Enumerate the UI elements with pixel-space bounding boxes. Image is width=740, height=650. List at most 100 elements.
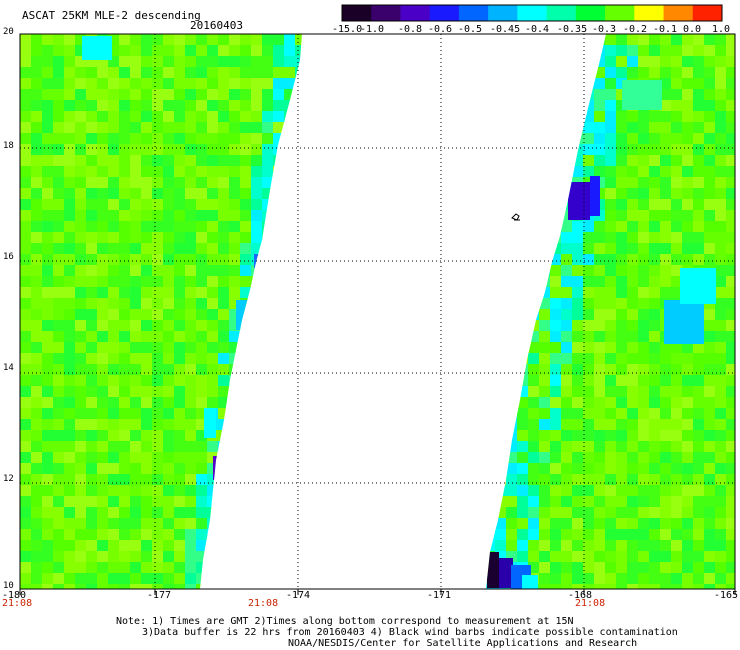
swath-cell [240, 287, 252, 299]
swath-cell [605, 573, 617, 585]
swath-cell [572, 573, 584, 585]
swath-cell [605, 34, 617, 46]
swath-cell [262, 540, 274, 552]
swath-cell [64, 584, 76, 589]
swath-cell [31, 386, 43, 398]
swath-cell [152, 287, 164, 299]
swath-cell [726, 430, 735, 442]
swath-cell [207, 540, 219, 552]
swath-cell [616, 463, 628, 475]
swath-cell [561, 463, 573, 475]
swath-cell [163, 276, 175, 288]
swath-cell [53, 375, 65, 387]
swath-cell [649, 364, 661, 376]
swath-cell [295, 364, 302, 376]
swath-cell [141, 562, 153, 574]
swath-cell [539, 529, 551, 541]
swath-cell [229, 518, 241, 530]
swath-cell [86, 507, 98, 519]
wind-barb-icon [511, 213, 520, 221]
swath-cell [704, 177, 716, 189]
swath-cell [163, 265, 175, 277]
swath-cell [163, 474, 175, 486]
swath-cell [594, 287, 606, 299]
swath-cell [174, 287, 186, 299]
swath-cell [174, 232, 186, 244]
swath-cell [119, 342, 131, 354]
swath-cell [605, 232, 617, 244]
swath-cell [649, 298, 661, 310]
swath-cell [218, 441, 230, 453]
swath-cell [583, 331, 595, 343]
swath-cell [638, 243, 650, 255]
swath-cell [262, 507, 274, 519]
swath-cell [649, 419, 661, 431]
swath-cell [671, 287, 683, 299]
swath-cell [715, 188, 727, 200]
swath-cell [583, 507, 595, 519]
swath-cell [528, 551, 540, 563]
swath-cell [572, 342, 584, 354]
swath-patch [522, 575, 538, 589]
swath-cell [251, 419, 263, 431]
swath-cell [152, 364, 164, 376]
swath-cell [53, 287, 65, 299]
swath-cell [627, 584, 639, 589]
swath-cell [119, 232, 131, 244]
swath-cell [31, 441, 43, 453]
swath-cell [671, 243, 683, 255]
swath-cell [671, 100, 683, 112]
swath-cell [174, 353, 186, 365]
swath-cell [163, 298, 175, 310]
swath-cell [594, 573, 606, 585]
swath-cell [163, 144, 175, 156]
swath-cell [495, 155, 507, 167]
swath-cell [295, 529, 302, 541]
swath-cell [174, 155, 186, 167]
swath-cell [638, 34, 650, 46]
swath-cell [572, 386, 584, 398]
swath-cell [506, 430, 518, 442]
swath-cell [42, 584, 54, 589]
swath-cell [273, 188, 285, 200]
swath-cell [682, 364, 694, 376]
swath-cell [638, 221, 650, 233]
swath-cell [627, 221, 639, 233]
swath-cell [572, 221, 584, 233]
swath-cell [163, 177, 175, 189]
swath-cell [682, 397, 694, 409]
swath-cell [174, 221, 186, 233]
swath-cell [20, 34, 32, 46]
swath-cell [682, 342, 694, 354]
swath-cell [715, 265, 727, 277]
swath-cell [561, 342, 573, 354]
swath-cell [20, 89, 32, 101]
swath-cell [726, 364, 735, 376]
swath-cell [671, 232, 683, 244]
swath-cell [539, 397, 551, 409]
swath-cell [671, 485, 683, 497]
swath-cell [486, 199, 496, 211]
swath-cell [185, 155, 197, 167]
swath-cell [141, 540, 153, 552]
swath-cell [75, 331, 87, 343]
swath-cell [726, 386, 735, 398]
swath-cell [141, 452, 153, 464]
colorbar-swatch [371, 5, 401, 21]
swath-cell [42, 452, 54, 464]
swath-cell [86, 375, 98, 387]
swath-cell [207, 188, 219, 200]
swath-cell [42, 496, 54, 508]
swath-cell [517, 56, 529, 68]
swath-cell [583, 276, 595, 288]
swath-cell [229, 166, 241, 178]
swath-cell [583, 133, 595, 145]
swath-cell [539, 430, 551, 442]
swath-cell [726, 287, 735, 299]
swath-cell [108, 441, 120, 453]
swath-cell [141, 573, 153, 585]
swath-cell [284, 529, 296, 541]
swath-cell [251, 287, 263, 299]
swath-cell [583, 122, 595, 134]
